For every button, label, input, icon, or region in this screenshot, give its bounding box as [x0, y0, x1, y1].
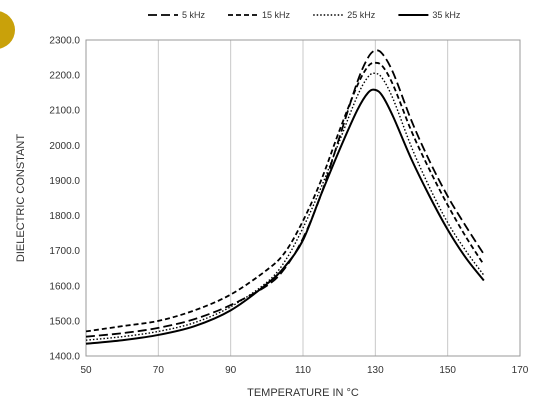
x-tick-label: 170 — [512, 365, 529, 376]
y-axis-label: DIELECTRIC CONSTANT — [15, 134, 27, 262]
y-tick-label: 2300.0 — [49, 36, 80, 47]
y-tick-label: 2100.0 — [49, 106, 80, 117]
y-tick-label: 1900.0 — [49, 176, 80, 187]
y-tick-label: 1800.0 — [49, 211, 80, 222]
y-axis-ticks: 1400.0 1500.0 1600.0 1700.0 1800.0 1900.0 2000… — [49, 36, 80, 363]
y-tick-label: 2000.0 — [49, 141, 80, 152]
grid — [158, 40, 447, 356]
legend-label: 35 kHz — [432, 10, 461, 20]
series-line-25-khz — [86, 73, 484, 340]
y-tick-label: 2200.0 — [49, 71, 80, 82]
legend-label: 15 kHz — [262, 10, 291, 20]
legend: 5 kHz 15 kHz 25 kHz 35 kHz — [148, 10, 461, 20]
x-tick-label: 90 — [225, 365, 237, 376]
series-line-15-khz — [86, 63, 484, 332]
legend-label: 5 kHz — [182, 10, 206, 20]
x-axis-label: TEMPERATURE IN °C — [247, 387, 359, 399]
x-tick-label: 110 — [295, 365, 311, 376]
y-tick-label: 1500.0 — [49, 316, 80, 327]
y-tick-label: 1700.0 — [49, 246, 80, 257]
x-tick-label: 50 — [80, 365, 92, 376]
x-tick-label: 150 — [439, 365, 456, 376]
series-line-35-khz — [86, 90, 484, 344]
series-line-5-khz — [86, 50, 484, 336]
x-tick-label: 70 — [153, 365, 165, 376]
legend-label: 25 kHz — [347, 10, 376, 20]
y-tick-label: 1400.0 — [49, 352, 80, 363]
corner-badge-icon — [0, 11, 15, 49]
series-group — [86, 50, 484, 343]
y-tick-label: 1600.0 — [49, 281, 80, 292]
x-axis-ticks: 50 70 90 110 130 150 170 — [80, 365, 528, 376]
x-tick-label: 130 — [367, 365, 384, 376]
